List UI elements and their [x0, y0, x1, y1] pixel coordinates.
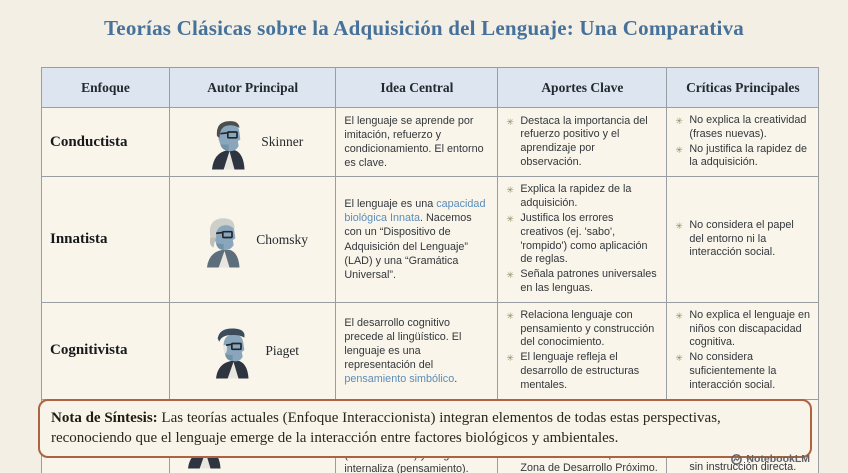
idea-cell: El desarrollo cognitivo precede al lingü…	[335, 301, 499, 400]
table-row: Conductista Skinner El lenguaj	[41, 106, 820, 178]
idea-text: El lenguaje se aprende por imitación, re…	[344, 115, 484, 170]
list-item: ✳ Explica la rapidez de la adquisición.	[506, 183, 658, 211]
col-header-criticas: Críticas Principales	[666, 67, 820, 108]
idea-cell: El lenguaje se aprende por imitación, re…	[335, 106, 499, 178]
list-item: ✳ Relaciona lenguaje con pensamiento y co…	[506, 309, 658, 350]
asterisk-icon: ✳	[506, 185, 514, 196]
portrait-chomsky-icon	[207, 217, 240, 267]
critica-text: No considera suficientemente la interacc…	[689, 351, 777, 391]
aporte-text: Destaca la importancia del refuerzo posi…	[520, 114, 648, 168]
asterisk-icon: ✳	[506, 353, 514, 364]
asterisk-icon: ✳	[675, 353, 683, 364]
idea-text-post: .	[454, 372, 458, 385]
notebooklm-logo-icon	[731, 453, 743, 465]
aporte-text: Explica la rapidez de la adquisición.	[520, 183, 632, 210]
criticas-cell: ✳ No considera el papel del entorno ni la…	[666, 176, 820, 303]
notebooklm-branding: NotebookLM	[731, 453, 810, 465]
idea-cell: El lenguaje es una capacidad biológica I…	[335, 176, 499, 303]
note-label: Nota de Síntesis:	[51, 410, 158, 426]
note-text: Las teorías actuales (Enfoque Interaccio…	[51, 410, 721, 447]
col-header-idea: Idea Central	[335, 67, 499, 108]
list-item: ✳ No considera suficientemente la interac…	[675, 351, 810, 392]
author-name: Skinner	[261, 134, 304, 150]
asterisk-icon: ✳	[675, 220, 683, 231]
aporte-text: Relaciona lenguaje con pensamiento y con…	[520, 308, 655, 349]
list-item: ✳ Señala patrones universales en las leng…	[506, 268, 658, 296]
portrait-piaget-icon	[216, 328, 249, 379]
asterisk-icon: ✳	[675, 116, 683, 126]
list-item: ✳ No explica la creatividad (frases nueva…	[675, 114, 810, 142]
enfoque-cognitivista: Cognitivista	[41, 301, 170, 400]
asterisk-icon: ✳	[675, 310, 683, 321]
list-item: ✳ Destaca la importancia del refuerzo pos…	[506, 115, 658, 170]
asterisk-icon: ✳	[675, 144, 683, 155]
critica-text: No justifica la rapidez de la adquisició…	[689, 142, 808, 169]
asterisk-icon: ✳	[506, 310, 514, 321]
autor-cell: Chomsky	[168, 176, 337, 303]
list-item: ✳ El lenguaje refleja el desarrollo de es…	[506, 351, 658, 392]
author-name: Chomsky	[256, 231, 309, 247]
asterisk-icon: ✳	[506, 116, 514, 127]
aporte-text: Señala patrones universales en las lengu…	[520, 268, 657, 294]
enfoque-innatista: Innatista	[41, 176, 170, 303]
col-header-autor: Autor Principal	[168, 67, 337, 108]
idea-highlight: capacidad biológica Innata	[344, 198, 486, 225]
asterisk-icon: ✳	[506, 213, 514, 224]
idea-highlight: pensamiento simbólico	[344, 372, 455, 385]
aporte-text: El lenguaje refleja el desarrollo de est…	[520, 351, 640, 391]
list-item: ✳ No explica el lenguaje en niños con dis…	[675, 309, 810, 350]
criticas-cell: ✳ No explica el lenguaje en niños con dis…	[666, 301, 820, 400]
table-header-row: Enfoque Autor Principal Idea Central Apo…	[41, 67, 820, 108]
col-header-enfoque: Enfoque	[41, 67, 170, 108]
table-row: Innatista Chomsky	[41, 176, 820, 303]
critica-text: No considera el papel del entorno ni la …	[689, 218, 794, 259]
aporte-text: Justifica los errores creativos (ej. 'sa…	[520, 211, 648, 266]
critica-text: No explica la creatividad (frases nuevas…	[689, 114, 807, 140]
synthesis-note: Nota de Síntesis: Las teorías actuales (…	[38, 399, 812, 458]
idea-text-post: . Nacemos con un “Dispositivo de Adquisi…	[344, 212, 472, 281]
brand-label: NotebookLM	[746, 453, 810, 465]
list-item: ✳ No justifica la rapidez de la adquisici…	[675, 143, 810, 171]
aportes-cell: ✳ Relaciona lenguaje con pensamiento y co…	[497, 301, 668, 400]
author-name: Piaget	[265, 342, 300, 358]
aportes-cell: ✳ Explica la rapidez de la adquisición. ✳…	[497, 176, 668, 303]
aportes-cell: ✳ Destaca la importancia del refuerzo pos…	[497, 106, 668, 178]
autor-cell: Piaget	[168, 301, 337, 400]
list-item: ✳ No considera el papel del entorno ni la…	[675, 219, 810, 260]
criticas-cell: ✳ No explica la creatividad (frases nueva…	[666, 106, 820, 178]
asterisk-icon: ✳	[506, 270, 514, 281]
portrait-skinner-icon	[212, 121, 245, 170]
col-header-aportes: Aportes Clave	[497, 67, 668, 108]
enfoque-conductista: Conductista	[41, 106, 170, 178]
critica-text: No explica el lenguaje en niños con disc…	[689, 308, 811, 349]
autor-cell: Skinner	[168, 106, 337, 178]
idea-text: El desarrollo cognitivo precede al lingü…	[344, 316, 462, 371]
list-item: ✳ Justifica los errores creativos (ej. 's…	[506, 212, 658, 267]
idea-text: El lenguaje es una	[344, 198, 437, 211]
table-row: Cognitivista Piaget	[41, 301, 820, 400]
page-title: Teorías Clásicas sobre la Adquisición de…	[104, 16, 744, 40]
